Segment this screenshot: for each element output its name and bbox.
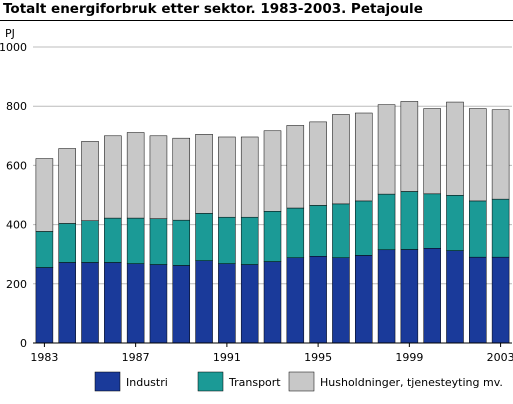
bar-1998-series-0 [377, 249, 396, 344]
title-rule [0, 20, 513, 21]
y-tick-label: 1000 [0, 41, 27, 54]
bar-1988-series-0 [149, 264, 168, 344]
bar-1986-series-0 [104, 262, 122, 344]
bar-1997-series-0 [354, 255, 373, 344]
legend-label-0: Industri [126, 376, 168, 389]
legend-label-2: Husholdninger, tjenesteyting mv. [320, 376, 503, 389]
y-tick-label: 800 [6, 100, 27, 113]
bar-2001-series-0 [446, 250, 464, 344]
bar-1985-series-2 [81, 141, 99, 221]
bar-2000-series-0 [423, 248, 441, 344]
bar-1993-series-2 [263, 130, 282, 212]
bar-1999-series-2 [400, 101, 419, 192]
legend: Industri Transport Husholdninger, tjeneste… [94, 371, 503, 392]
bar-1989-series-2 [172, 137, 191, 221]
bar-2002-series-2 [469, 108, 487, 202]
bar-1995-series-2 [309, 121, 327, 206]
bar-1994-series-1 [286, 207, 305, 259]
bar-1984-series-1 [58, 223, 76, 263]
x-tick-label: 1999 [395, 351, 423, 364]
bar-1985-series-1 [81, 220, 99, 263]
bar-1987-series-2 [126, 132, 145, 219]
bar-1994-series-2 [286, 125, 305, 209]
bar-1999-series-1 [400, 191, 419, 250]
bar-1989-series-0 [172, 265, 191, 344]
bar-1998-series-2 [377, 104, 396, 195]
x-tick-label: 1983 [30, 351, 58, 364]
legend-swatch-2 [288, 371, 315, 392]
legend-swatch-1 [197, 371, 224, 392]
bar-1987-series-1 [126, 217, 145, 264]
chart-title: Totalt energiforbruk etter sektor. 1983-… [3, 1, 423, 17]
bar-2003-series-2 [491, 109, 510, 200]
bar-1986-series-2 [104, 135, 122, 219]
legend-label-1: Transport [228, 376, 281, 389]
bar-2001-series-1 [446, 195, 464, 251]
bar-2000-series-1 [423, 193, 441, 249]
bar-1997-series-1 [354, 200, 373, 256]
y-tick-label: 0 [20, 337, 27, 350]
bar-1991-series-1 [218, 216, 236, 264]
bar-1988-series-1 [149, 218, 168, 265]
bar-2003-series-1 [491, 198, 510, 258]
y-tick-label: 600 [6, 159, 27, 172]
bar-1994-series-0 [286, 257, 305, 344]
bar-1984-series-0 [58, 262, 76, 344]
bar-2002-series-0 [469, 256, 487, 344]
y-tick-label: 400 [6, 219, 27, 232]
bar-1989-series-1 [172, 219, 191, 266]
bar-1984-series-2 [58, 148, 76, 224]
bar-1985-series-0 [81, 262, 99, 344]
bar-1992-series-0 [240, 264, 259, 344]
bar-2001-series-2 [446, 101, 464, 196]
bar-1995-series-0 [309, 256, 327, 344]
bar-1993-series-0 [263, 261, 282, 344]
y-tick-label: 200 [6, 278, 27, 291]
bar-2003-series-0 [491, 256, 510, 344]
y-axis-unit-label: PJ [5, 27, 15, 40]
bar-1987-series-0 [126, 263, 145, 344]
bar-1996-series-2 [332, 114, 350, 205]
legend-swatch-0 [94, 371, 121, 392]
bar-1983-series-0 [35, 267, 54, 344]
bar-1997-series-2 [354, 112, 373, 202]
bar-2000-series-2 [423, 108, 441, 195]
bar-1990-series-1 [195, 213, 213, 261]
bars [35, 101, 510, 344]
bar-1995-series-1 [309, 205, 327, 257]
bar-1992-series-2 [240, 136, 259, 218]
bar-1996-series-1 [332, 203, 350, 259]
x-tick-label: 1987 [122, 351, 150, 364]
bar-2002-series-1 [469, 200, 487, 258]
bar-1991-series-2 [218, 136, 236, 218]
bar-1996-series-0 [332, 257, 350, 344]
bar-1999-series-0 [400, 249, 419, 344]
x-tick-label: 1991 [213, 351, 241, 364]
bar-1986-series-1 [104, 217, 122, 263]
x-tick-label: 1995 [304, 351, 332, 364]
bar-1993-series-1 [263, 211, 282, 262]
bar-1992-series-1 [240, 216, 259, 265]
bar-1988-series-2 [149, 135, 168, 219]
bar-1998-series-1 [377, 193, 396, 251]
bar-1991-series-0 [218, 263, 236, 344]
bar-1983-series-1 [35, 231, 54, 268]
bar-1983-series-2 [35, 158, 54, 232]
x-tick-label: 2003 [487, 351, 513, 364]
bar-1990-series-0 [195, 260, 213, 344]
bar-1990-series-2 [195, 134, 213, 214]
